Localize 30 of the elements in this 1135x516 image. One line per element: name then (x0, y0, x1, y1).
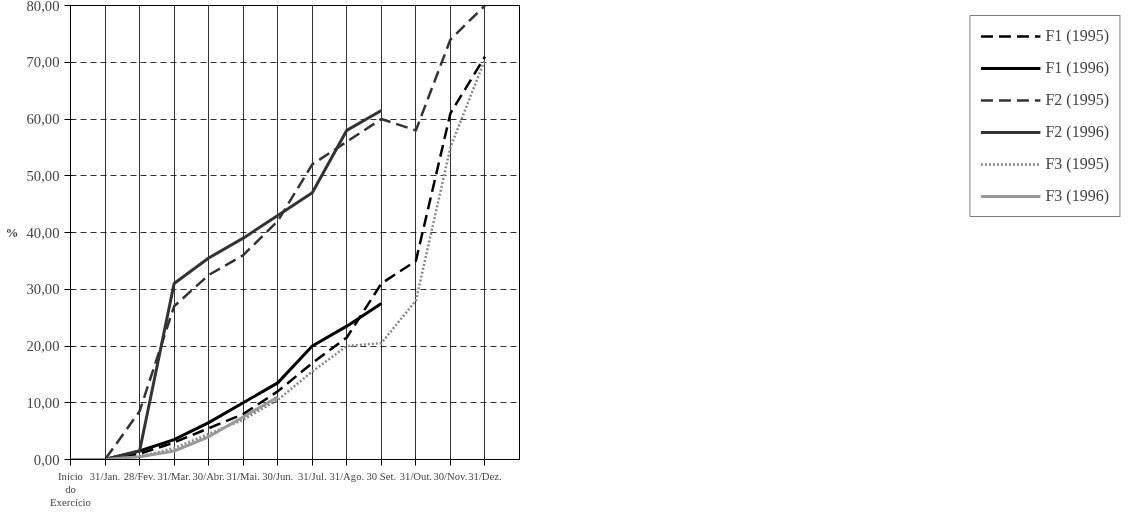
y-tick-label: 60,00 (26, 111, 60, 127)
x-tick-label: 31/Ago. (329, 470, 365, 482)
x-tick-label: 31/Jul. (297, 470, 327, 482)
legend-label: F2 (1996) (1045, 123, 1109, 141)
legend-label: F3 (1996) (1045, 187, 1109, 205)
line-series (70, 395, 280, 460)
x-tick-label: 31/Jan. (89, 470, 121, 482)
y-tick-label: 70,00 (26, 54, 60, 71)
y-tick-label: 0,00 (33, 451, 60, 468)
x-tick-label: 30/Nov. (433, 470, 468, 482)
x-tick-label: 31/Dez. (468, 470, 502, 482)
x-tick-label: 28/Fev. (123, 470, 156, 482)
y-tick-label: 10,00 (26, 394, 60, 411)
legend-label: F2 (1995) (1045, 91, 1109, 109)
legend-label: F1 (1995) (1045, 27, 1109, 45)
y-axis-title: % (5, 225, 19, 240)
y-tick-label: 80,00 (26, 0, 60, 14)
x-tick-label: Início do Exercício (50, 470, 91, 508)
x-tick-label: 30 Set. (366, 470, 397, 482)
y-tick-label: 20,00 (26, 338, 60, 354)
x-tick-label: 31/Out. (399, 470, 433, 482)
y-tick-label: 50,00 (26, 167, 60, 184)
y-tick-label: 40,00 (26, 224, 60, 241)
legend-label: F1 (1996) (1045, 59, 1109, 77)
x-tick-label: 31/Mai. (226, 470, 260, 482)
y-tick-label: 30,00 (26, 281, 60, 298)
legend-label: F3 (1995) (1045, 155, 1109, 173)
x-tick-label: 31/Mar. (157, 470, 191, 482)
x-tick-label: 30/Jun. (262, 470, 294, 482)
x-tick-label: 30/Abr. (192, 470, 225, 482)
